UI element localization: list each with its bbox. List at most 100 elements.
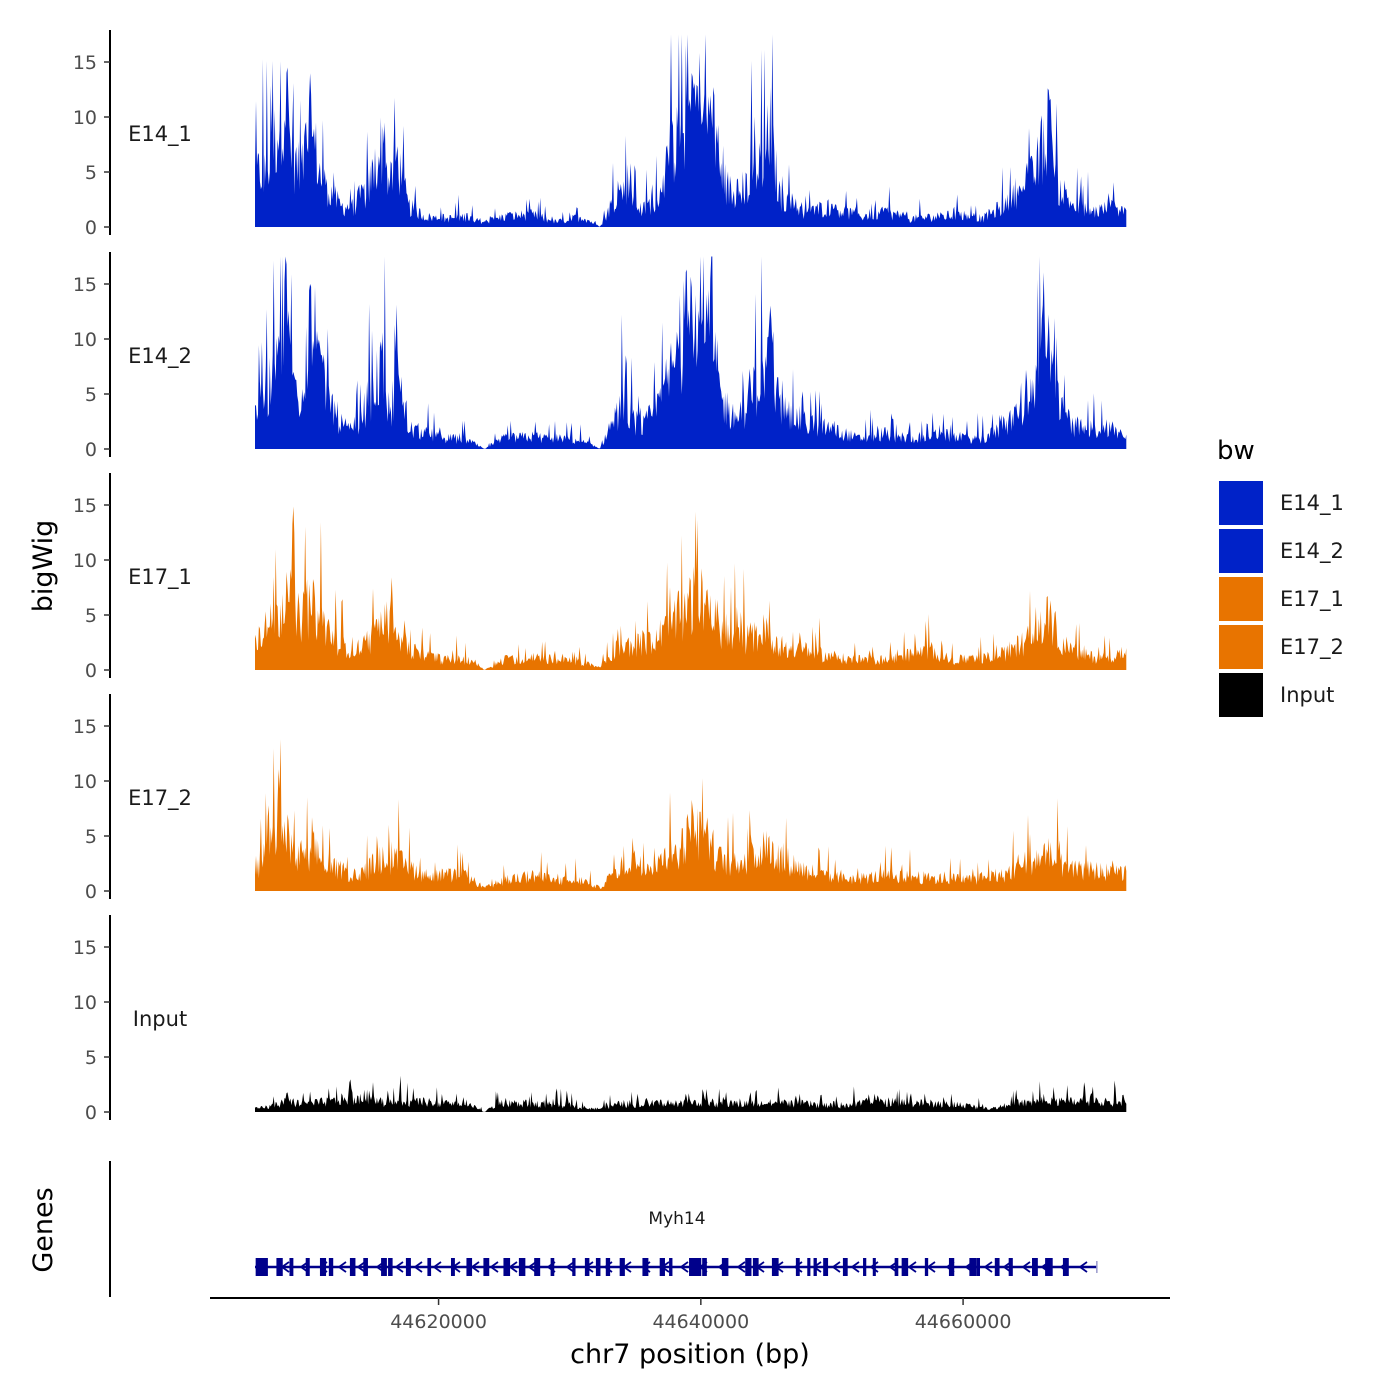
legend-swatch xyxy=(1219,481,1263,525)
strand-arrow xyxy=(603,1261,613,1273)
strand-arrow xyxy=(698,1261,708,1273)
gene-exon xyxy=(572,1258,576,1276)
strand-arrow xyxy=(736,1261,746,1273)
legend-label: E17_1 xyxy=(1280,587,1344,612)
coverage-area-input xyxy=(255,1075,1127,1112)
legend-swatch xyxy=(1219,529,1263,573)
y-tick-label: 0 xyxy=(85,660,97,682)
strand-arrow xyxy=(451,1261,461,1273)
x-tick-label: 44620000 xyxy=(390,1311,487,1333)
y-tick-label: 5 xyxy=(85,605,97,627)
gene-exon xyxy=(901,1258,909,1276)
gene-exon xyxy=(976,1258,981,1276)
gene-exon xyxy=(550,1258,555,1276)
y-tick-label: 0 xyxy=(85,881,97,903)
gene-exon xyxy=(721,1258,729,1276)
gene-exon xyxy=(863,1258,867,1276)
track-input: 0 5 10 15 Input xyxy=(73,915,1127,1124)
gene-name-label: Myh14 xyxy=(648,1209,705,1229)
strand-arrow xyxy=(964,1261,974,1273)
gene-exon xyxy=(534,1258,541,1276)
x-axis-title: chr7 position (bp) xyxy=(570,1339,810,1370)
track-label: E14_1 xyxy=(128,122,192,147)
x-axis: 44620000 44640000 44660000 xyxy=(210,1297,1170,1333)
strand-arrow xyxy=(641,1261,651,1273)
gene-exon xyxy=(595,1258,601,1276)
y-tick-label: 15 xyxy=(73,937,97,959)
strand-arrow xyxy=(850,1261,860,1273)
legend-label: E17_2 xyxy=(1280,635,1344,660)
track-e17-2: 0 5 10 15 E17_2 xyxy=(73,694,1127,903)
gene-exon xyxy=(388,1258,393,1276)
gene-exon xyxy=(702,1258,707,1276)
strand-arrow xyxy=(869,1261,879,1273)
gene-exon xyxy=(823,1258,829,1276)
y-tick-label: 0 xyxy=(85,217,97,239)
strand-arrow xyxy=(489,1261,499,1273)
gene-exon xyxy=(807,1258,811,1276)
gene-exon xyxy=(1045,1258,1053,1276)
y-tick-label: 15 xyxy=(73,274,97,296)
legend-label: E14_2 xyxy=(1280,539,1344,564)
strand-arrow xyxy=(394,1261,404,1273)
strand-arrow xyxy=(432,1261,442,1273)
strand-arrow xyxy=(318,1261,328,1273)
gene-model xyxy=(255,1258,1098,1276)
legend: bw E14_1 E14_2 E17_1 E17_2 Input xyxy=(1217,436,1344,717)
gene-exon xyxy=(689,1258,697,1276)
strand-arrow xyxy=(926,1261,936,1273)
strand-arrow xyxy=(527,1261,537,1273)
strand-arrow xyxy=(1040,1261,1050,1273)
gene-exon xyxy=(405,1258,411,1276)
gene-exon xyxy=(605,1258,611,1276)
strand-arrow xyxy=(1059,1261,1069,1273)
strand-arrow xyxy=(755,1261,765,1273)
gene-exon xyxy=(305,1258,310,1276)
strand-arrow xyxy=(907,1261,917,1273)
gene-exon xyxy=(619,1258,625,1276)
y-tick-label: 10 xyxy=(73,329,97,351)
y-tick-label: 10 xyxy=(73,992,97,1014)
coverage-area-e17-1 xyxy=(255,506,1127,670)
y-tick-label: 10 xyxy=(73,107,97,129)
track-label: E14_2 xyxy=(128,344,192,369)
track-label: Input xyxy=(133,1007,187,1031)
strand-arrow xyxy=(1078,1261,1088,1273)
strand-arrow xyxy=(413,1261,423,1273)
strand-arrow xyxy=(356,1261,366,1273)
gene-exon xyxy=(518,1258,526,1276)
track-e14-1: 0 5 10 15 E14_1 xyxy=(73,30,1127,239)
gene-exon xyxy=(1032,1258,1038,1276)
strand-arrow xyxy=(508,1261,518,1273)
legend-swatch xyxy=(1219,673,1263,717)
y-tick-label: 5 xyxy=(85,826,97,848)
y-tick-label: 0 xyxy=(85,1102,97,1124)
gene-exon xyxy=(349,1258,356,1276)
gene-exon xyxy=(319,1258,327,1276)
legend-swatch xyxy=(1219,577,1263,621)
y-tick-label: 5 xyxy=(85,162,97,184)
strand-arrow xyxy=(280,1261,290,1273)
strand-arrow xyxy=(622,1261,632,1273)
strand-arrow xyxy=(660,1261,670,1273)
strand-arrow xyxy=(793,1261,803,1273)
strand-arrow xyxy=(983,1261,993,1273)
gene-exon xyxy=(260,1258,268,1276)
gene-exon xyxy=(466,1258,473,1276)
strand-arrow xyxy=(1021,1261,1031,1273)
legend-label: Input xyxy=(1280,683,1334,707)
legend-title: bw xyxy=(1217,436,1255,466)
gene-exon xyxy=(1008,1258,1013,1276)
gene-exon xyxy=(872,1258,876,1276)
track-e17-1: 0 5 10 15 E17_1 xyxy=(73,473,1127,682)
strand-arrow xyxy=(584,1261,594,1273)
legend-label: E14_1 xyxy=(1280,491,1344,516)
y-tick-label: 5 xyxy=(85,384,97,406)
gene-exon xyxy=(795,1258,800,1276)
gene-exon xyxy=(948,1258,955,1276)
gene-exon xyxy=(642,1258,649,1276)
coverage-area-e14-1 xyxy=(255,34,1127,227)
y-tick-label: 15 xyxy=(73,716,97,738)
gene-exon xyxy=(894,1258,899,1276)
